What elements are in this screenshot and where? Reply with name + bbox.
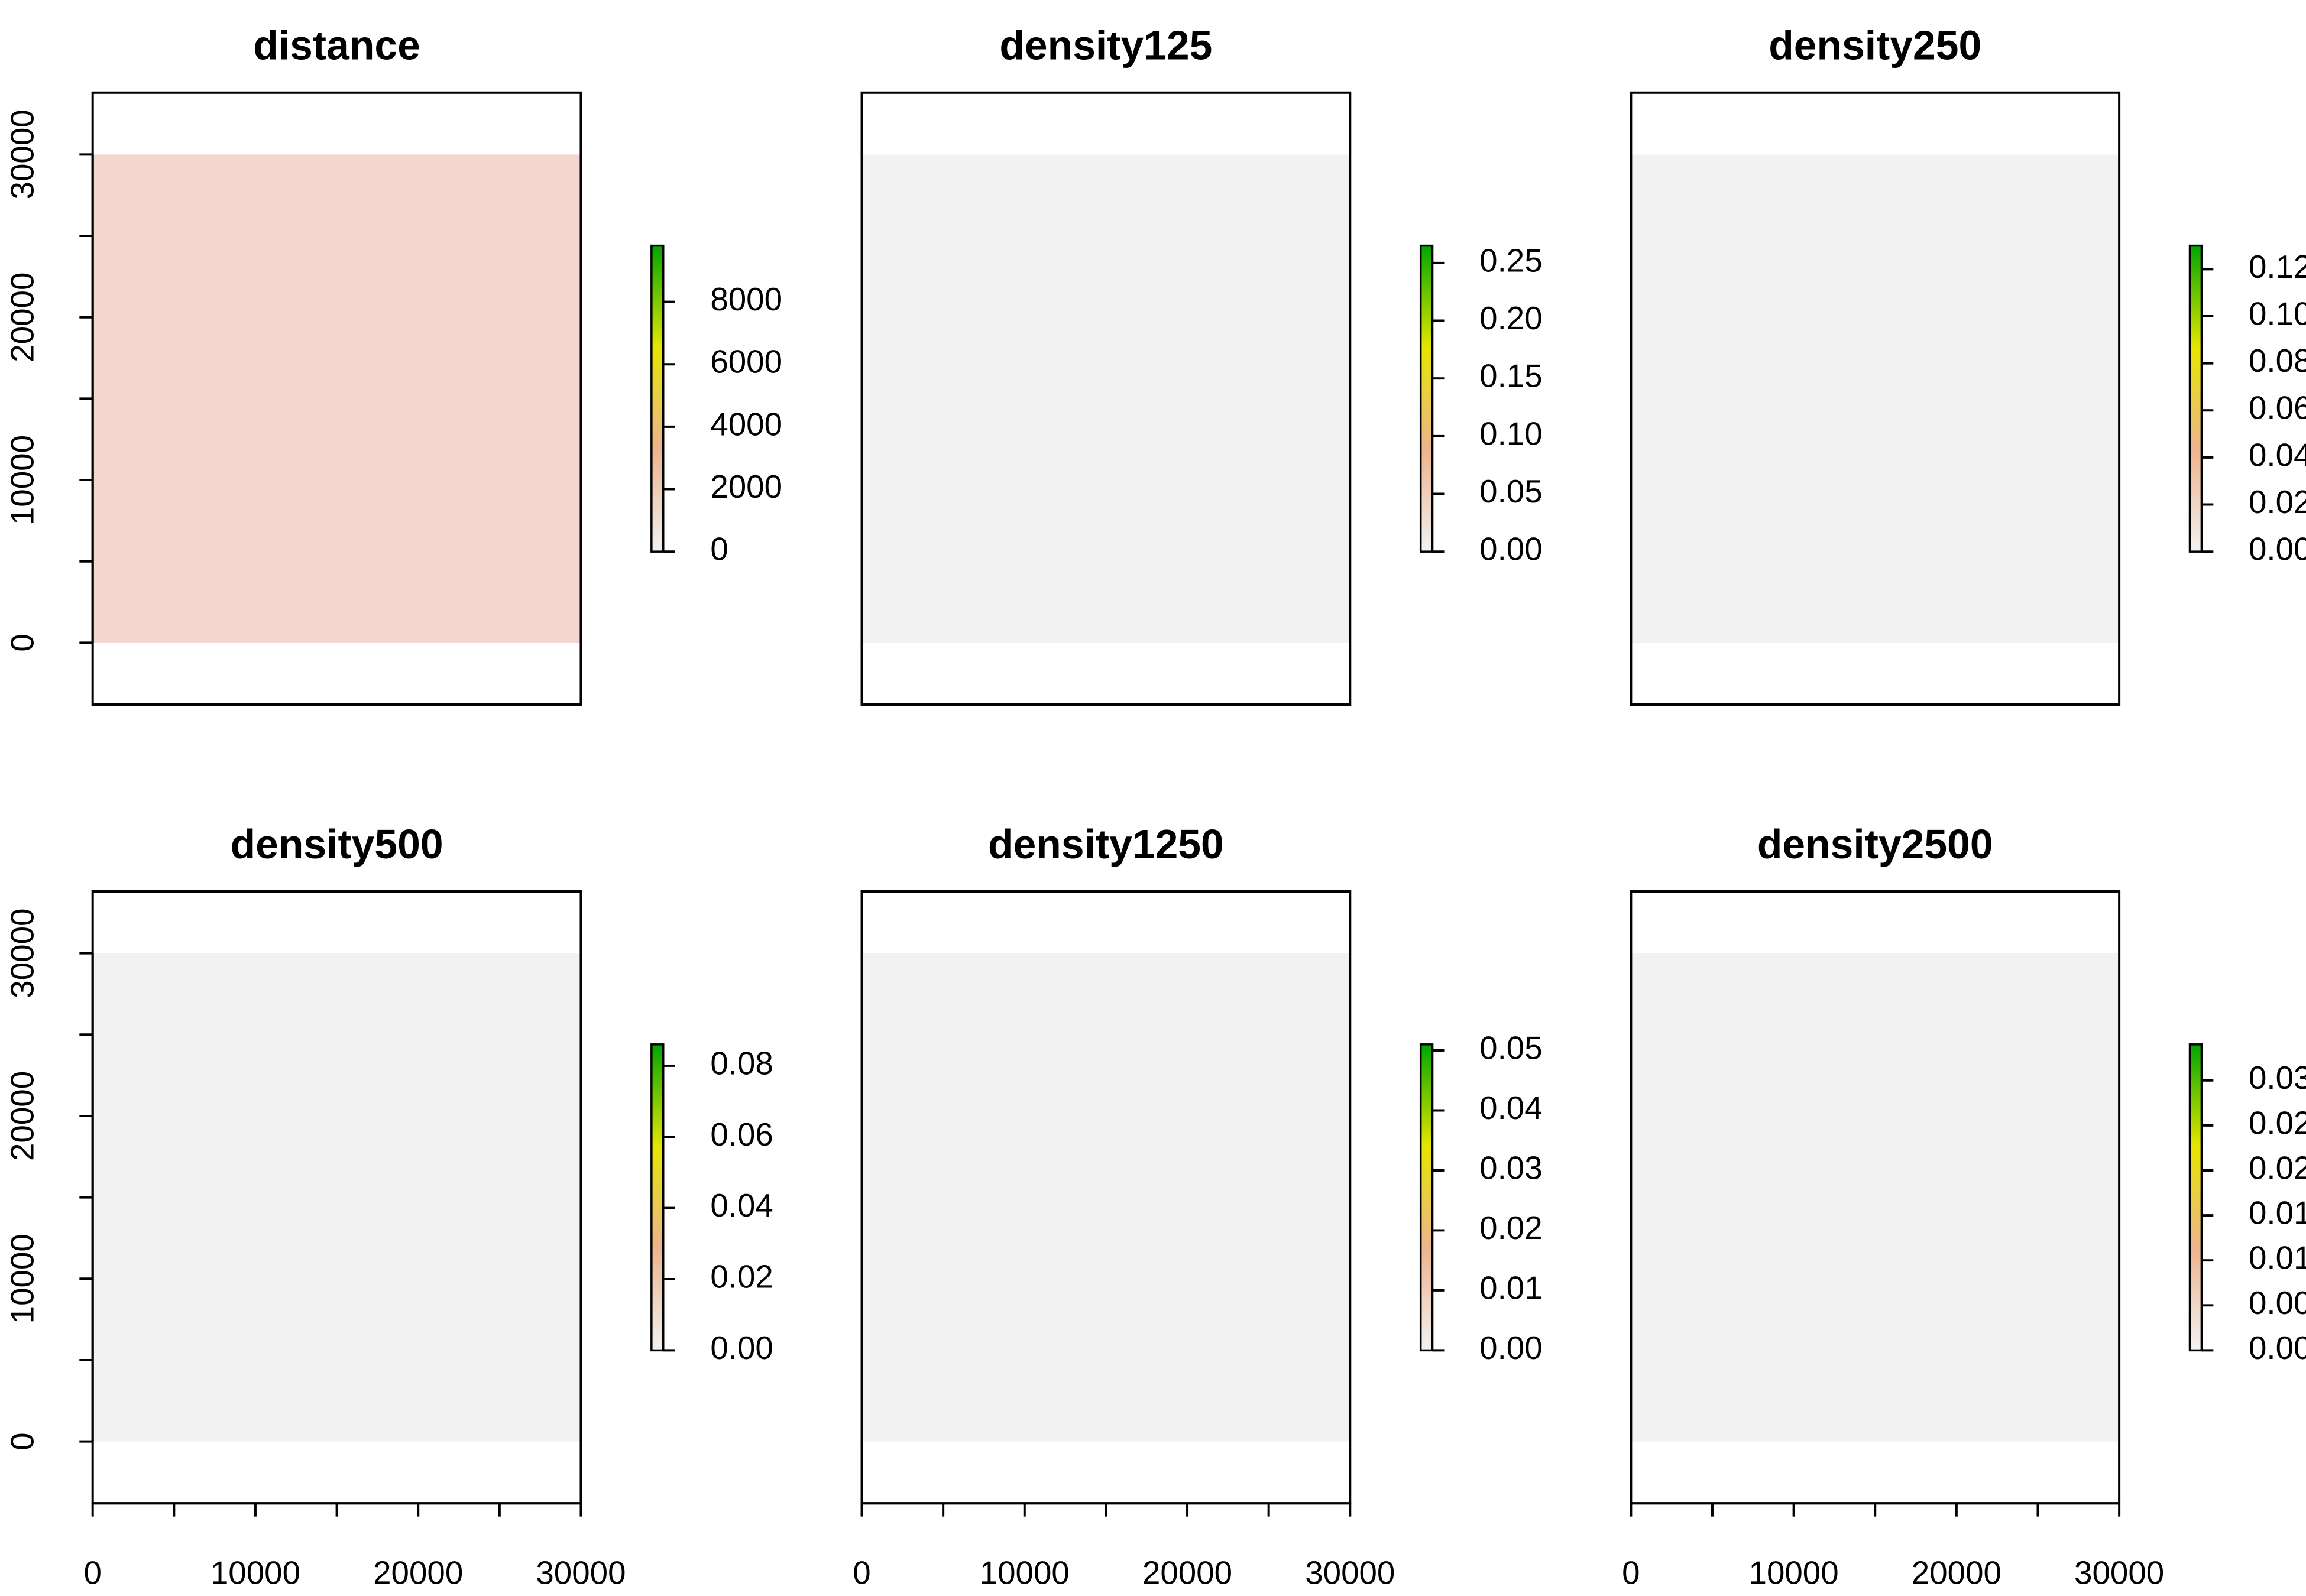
panel-title: distance — [253, 22, 420, 69]
legend-tick-label: 0.25 — [1479, 242, 1542, 278]
x-tick-label: 0 — [853, 1555, 870, 1591]
panel-title: density250 — [1769, 22, 1981, 69]
legend-tick-label: 0.08 — [2249, 342, 2306, 379]
x-tick-label: 10000 — [1749, 1555, 1839, 1591]
legend-tick-label: 0.05 — [1479, 1029, 1542, 1066]
raster-extent — [1631, 154, 2120, 643]
legend-tick-label: 0.025 — [2249, 1104, 2306, 1141]
raster-extent — [1631, 953, 2120, 1442]
legend-tick-label: 0.04 — [710, 1187, 773, 1224]
x-tick-label: 0 — [83, 1555, 101, 1591]
raster-extent — [92, 154, 581, 643]
legend-tick-label: 0.015 — [2249, 1195, 2306, 1231]
x-tick-label: 30000 — [1305, 1555, 1395, 1591]
legend-tick-label: 0.00 — [1479, 531, 1542, 567]
legend-tick-label: 0.00 — [1479, 1329, 1542, 1366]
panel-title: density1250 — [988, 821, 1224, 867]
legend-tick-label: 0.05 — [1479, 473, 1542, 510]
y-tick-label: 20000 — [4, 273, 41, 362]
y-tick-label: 0 — [4, 1432, 41, 1450]
legend-tick-label: 0.005 — [2249, 1284, 2306, 1321]
legend-tick-label: 0.020 — [2249, 1149, 2306, 1186]
color-bar — [1419, 1043, 1434, 1352]
legend-tick-label: 0.00 — [2249, 531, 2306, 567]
legend-tick-label: 0 — [710, 531, 728, 567]
legend-tick-label: 0.02 — [1479, 1209, 1542, 1246]
legend-tick-label: 0.030 — [2249, 1059, 2306, 1096]
x-tick-label: 10000 — [980, 1555, 1070, 1591]
x-tick-label: 0 — [1622, 1555, 1640, 1591]
x-tick-label: 20000 — [1142, 1555, 1232, 1591]
panel-title: density500 — [231, 821, 443, 867]
legend-tick-label: 8000 — [710, 281, 782, 317]
raster-extent — [861, 154, 1350, 643]
legend-tick-label: 0.08 — [710, 1044, 773, 1081]
color-bar — [1419, 244, 1434, 553]
y-tick-label: 10000 — [4, 1234, 41, 1323]
legend-tick-label: 0.10 — [2249, 295, 2306, 332]
color-bar — [2188, 1043, 2203, 1352]
legend-tick-label: 0.02 — [2249, 484, 2306, 520]
legend-tick-label: 4000 — [710, 406, 782, 442]
legend-tick-label: 0.01 — [1479, 1269, 1542, 1306]
y-tick-label: 30000 — [4, 109, 41, 199]
legend-tick-label: 0.06 — [2249, 390, 2306, 426]
legend-tick-label: 0.03 — [1479, 1149, 1542, 1186]
x-tick-label: 30000 — [2074, 1555, 2164, 1591]
legend-tick-label: 0.04 — [2249, 436, 2306, 473]
x-tick-label: 30000 — [536, 1555, 626, 1591]
y-tick-label: 10000 — [4, 435, 41, 525]
x-tick-label: 10000 — [210, 1555, 300, 1591]
legend-tick-label: 0.10 — [1479, 415, 1542, 452]
legend-tick-label: 0.04 — [1479, 1089, 1542, 1126]
color-bar — [650, 1043, 665, 1352]
raster-extent — [861, 953, 1350, 1442]
plot-frame — [860, 91, 1352, 706]
x-tick-label: 20000 — [1912, 1555, 2001, 1591]
legend-tick-label: 0.12 — [2249, 248, 2306, 285]
legend-tick-label: 6000 — [710, 343, 782, 380]
legend-tick-label: 2000 — [710, 468, 782, 505]
y-tick-label: 30000 — [4, 909, 41, 998]
legend-tick-label: 0.02 — [710, 1258, 773, 1295]
x-tick-label: 20000 — [373, 1555, 463, 1591]
y-tick-label: 20000 — [4, 1071, 41, 1161]
y-tick-label: 0 — [4, 634, 41, 651]
legend-tick-label: 0.15 — [1479, 358, 1542, 394]
legend-tick-label: 0.00 — [710, 1329, 773, 1366]
legend-tick-label: 0.000 — [2249, 1329, 2306, 1366]
legend-tick-label: 0.20 — [1479, 300, 1542, 336]
raster-extent — [92, 953, 581, 1442]
panel-title: density2500 — [1757, 821, 1993, 867]
legend-tick-label: 0.010 — [2249, 1240, 2306, 1276]
color-bar — [2188, 244, 2203, 553]
panel-title: density125 — [999, 22, 1212, 69]
plot-frame — [1630, 91, 2121, 706]
color-bar — [650, 244, 665, 553]
legend-tick-label: 0.06 — [710, 1116, 773, 1153]
